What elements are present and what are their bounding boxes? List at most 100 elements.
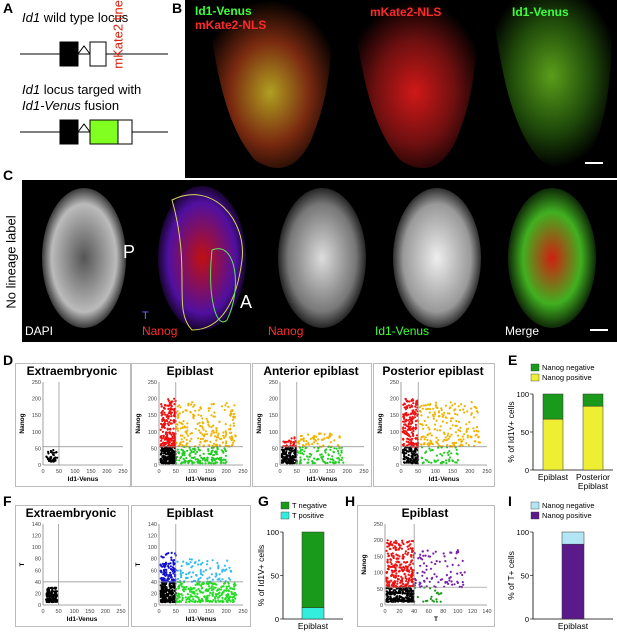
scatter-point	[175, 600, 178, 603]
scatter-point	[54, 456, 57, 459]
scatter-point	[411, 417, 414, 420]
legend-swatch	[530, 373, 540, 382]
scatter-point	[196, 458, 199, 461]
scatter-point	[403, 592, 407, 595]
scatter-point	[204, 596, 207, 599]
scatter-point	[389, 540, 392, 543]
scatter-point	[222, 431, 225, 434]
scatter-point	[195, 574, 198, 577]
scatter-point	[297, 442, 300, 445]
scatter-point	[435, 401, 438, 404]
scatter-point	[407, 551, 410, 554]
scatter-point	[441, 413, 444, 416]
scatter-point	[441, 415, 444, 418]
scatter-point	[169, 562, 172, 565]
scatter-point	[325, 448, 328, 451]
scatter-point	[53, 593, 56, 597]
scatter-point	[177, 586, 180, 589]
scatter-point	[289, 442, 292, 445]
scatter-point	[406, 437, 409, 440]
scatter-point	[443, 555, 446, 558]
scatter-point	[222, 434, 225, 437]
scatter-point	[423, 443, 426, 446]
scatter-point	[336, 449, 340, 453]
y-tick-label: 0	[154, 603, 157, 609]
scatter-point	[52, 453, 55, 456]
scatter-point	[210, 452, 213, 455]
x-tick-label: 50	[415, 469, 421, 475]
scatter-point	[163, 597, 167, 600]
scatter-point	[177, 413, 180, 416]
c-anterior-a: A	[240, 292, 253, 312]
scatter-point	[461, 581, 464, 584]
category-label: Epiblast	[538, 472, 569, 482]
scatter-point	[407, 428, 410, 431]
scatter-point	[386, 560, 389, 563]
scatter-point	[407, 413, 410, 416]
scatter-point	[326, 436, 329, 439]
scatter-point	[449, 576, 452, 579]
scatter-point	[313, 438, 316, 441]
scatter-point	[224, 597, 227, 601]
y-tick-label: 150	[374, 554, 383, 560]
x-tick-label: 250	[482, 469, 491, 475]
scatter-point	[438, 560, 441, 563]
scatter-point	[463, 571, 466, 574]
scatter-point	[229, 569, 232, 572]
y-tick-label: 140	[32, 522, 41, 528]
scatter-point	[289, 440, 292, 443]
scatter-point	[449, 427, 452, 430]
scatter-point	[334, 461, 337, 464]
scatter-point	[411, 461, 415, 464]
scatter-point	[183, 452, 186, 455]
scatter-point	[176, 410, 179, 413]
scatter-point	[298, 440, 301, 443]
scatter-point	[182, 420, 185, 423]
scatter-point	[51, 589, 54, 592]
scatter-point	[407, 548, 410, 551]
scatter-point	[225, 431, 228, 434]
scatter-point	[444, 416, 447, 419]
scatter-point	[198, 583, 201, 586]
scatter-point	[477, 436, 480, 439]
scatter-point	[394, 597, 397, 600]
scatter-point	[206, 560, 209, 563]
scatter-point	[422, 461, 425, 464]
scatter-point	[340, 446, 343, 449]
scatter-point	[162, 585, 165, 588]
x-axis-label: Id1-Venus	[186, 616, 217, 623]
y-tick-label: 150	[390, 413, 399, 419]
scatter-point	[292, 449, 295, 452]
scatter-point	[436, 429, 439, 432]
scatter-point	[205, 439, 209, 442]
scatter-point	[298, 446, 302, 449]
scatter-point	[285, 450, 288, 453]
y-axis-label: % of Id1V+ cells	[506, 401, 516, 462]
scatter-point	[51, 451, 54, 454]
legend-swatch	[530, 501, 540, 510]
scatter-point	[415, 447, 418, 451]
scatter-point	[52, 598, 55, 601]
scatter-point	[419, 422, 422, 426]
scatter-point	[447, 437, 450, 440]
x-tick-label: 120	[468, 609, 477, 615]
scatter-point	[410, 438, 413, 441]
scatter-point	[435, 598, 438, 601]
scatter-point	[283, 448, 287, 451]
scatter-point	[456, 581, 459, 584]
scatter-point	[185, 598, 188, 601]
scatter-point	[187, 596, 190, 599]
scatter-point	[461, 573, 464, 577]
scatter-point	[411, 578, 414, 581]
scatter-point	[227, 582, 230, 585]
scatter-point	[182, 590, 186, 593]
scatter-point	[398, 588, 401, 591]
scatter-point	[176, 569, 179, 572]
scatter-point	[385, 598, 388, 601]
venus-gray-embryo-shape	[393, 188, 481, 328]
scatter-point	[179, 441, 182, 444]
scatter-point	[401, 570, 404, 573]
scatter-point	[407, 454, 410, 457]
scatter-point	[403, 453, 406, 456]
